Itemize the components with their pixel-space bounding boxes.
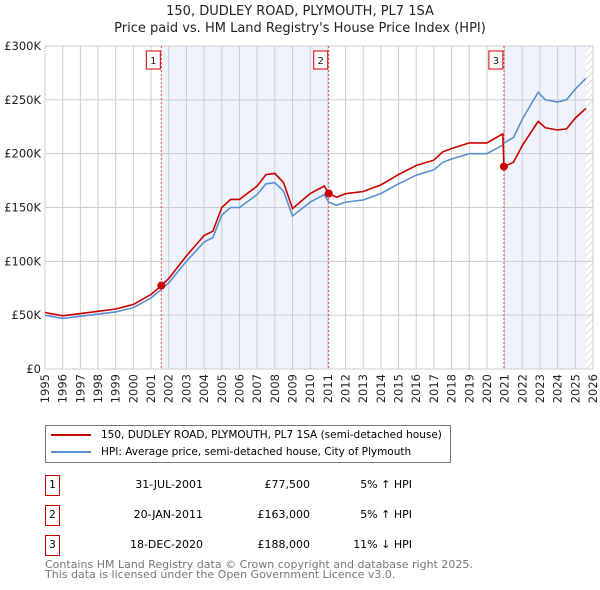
x-tick-label: 1996 <box>56 374 70 403</box>
y-tick-label: £150K <box>4 201 41 215</box>
x-tick-label: 2014 <box>374 374 388 403</box>
sale-number: 3 <box>45 535 60 556</box>
sale-hpi-diff: 11% ↓ HPI <box>353 538 412 551</box>
sale-date: 20-JAN-2011 <box>133 508 203 521</box>
table-row: 3 18-DEC-2020 £188,000 11% ↓ HPI <box>45 535 412 556</box>
table-row: 1 31-JUL-2001 £77,500 5% ↑ HPI <box>45 475 412 496</box>
x-tick-label: 2021 <box>498 374 512 403</box>
x-tick-label: 2001 <box>144 374 158 403</box>
x-tick-label: 2012 <box>339 374 353 403</box>
x-tick-label: 2008 <box>268 374 282 403</box>
sale-number: 1 <box>45 475 60 496</box>
x-tick-label: 1999 <box>109 374 123 403</box>
x-tick-label: 2022 <box>515 374 529 403</box>
sale-point <box>157 281 166 290</box>
chart-subtitle: Price paid vs. HM Land Registry's House … <box>114 21 486 36</box>
legend-swatch-property <box>51 434 91 436</box>
legend-swatch-hpi <box>51 451 91 453</box>
x-tick-label: 2004 <box>197 374 211 403</box>
x-tick-label: 2025 <box>568 374 582 403</box>
x-tick-label: 2010 <box>303 374 317 403</box>
sale-date: 18-DEC-2020 <box>129 538 203 551</box>
legend-label-hpi: HPI: Average price, semi-detached house,… <box>101 446 412 458</box>
x-tick-label: 2000 <box>126 374 140 403</box>
x-tick-label: 2013 <box>356 374 370 403</box>
legend: 150, DUDLEY ROAD, PLYMOUTH, PL7 1SA (sem… <box>45 425 451 463</box>
sale-point <box>499 162 508 171</box>
x-tick-label: 1995 <box>38 374 52 403</box>
x-tick-label: 1998 <box>91 374 105 403</box>
x-tick-label: 2006 <box>232 374 246 403</box>
property-price-line <box>44 107 587 317</box>
y-tick-label: £300K <box>4 39 41 53</box>
footer-line: This data is licensed under the Open Gov… <box>45 568 396 581</box>
x-tick-label: 2009 <box>285 374 299 403</box>
footer: Contains HM Land Registry data © Crown c… <box>45 558 473 581</box>
x-tick-label: 2018 <box>445 374 459 403</box>
sale-price: £188,000 <box>257 538 311 551</box>
plot-border <box>44 45 594 370</box>
x-tick-label: 2024 <box>551 374 565 403</box>
chart-title: 150, DUDLEY ROAD, PLYMOUTH, PL7 1SA <box>166 4 434 19</box>
x-tick-label: 2003 <box>179 374 193 403</box>
x-tick-label: 2005 <box>215 374 229 403</box>
sale-point <box>324 189 333 198</box>
footer-line: Contains HM Land Registry data © Crown c… <box>45 558 473 571</box>
sale-label: 3 <box>493 56 499 67</box>
y-tick-label: £100K <box>4 254 41 268</box>
x-tick-label: 2023 <box>533 374 547 403</box>
plot-area: 1995 1996 1997 1998 1999 2000 2001 2002 2003 2004… <box>4 39 600 403</box>
x-tick-label: 2026 <box>586 374 600 403</box>
table-row: 2 20-JAN-2011 £163,000 5% ↑ HPI <box>45 505 412 526</box>
sale-hpi-diff: 5% ↑ HPI <box>360 478 412 491</box>
sale-label-box <box>313 50 329 70</box>
sale-label: 1 <box>150 56 156 67</box>
y-tick-label: £200K <box>4 147 41 161</box>
x-tick-label: 2020 <box>480 374 494 403</box>
legend-label-property: 150, DUDLEY ROAD, PLYMOUTH, PL7 1SA (sem… <box>101 429 442 441</box>
sale-price: £163,000 <box>257 508 311 521</box>
x-tick-label: 2011 <box>321 374 335 403</box>
y-tick-label: £250K <box>4 93 41 107</box>
x-tick-label: 2017 <box>427 374 441 403</box>
x-tick-label: 2016 <box>409 374 423 403</box>
sale-date: 31-JUL-2001 <box>135 478 203 491</box>
y-tick-label: £50K <box>12 308 42 322</box>
sale-number: 2 <box>45 505 60 526</box>
sale-label-box <box>145 50 161 70</box>
x-tick-label: 2015 <box>392 374 406 403</box>
x-tick-label: 2002 <box>162 374 176 403</box>
sale-label: 2 <box>318 56 324 67</box>
sale-label-box <box>488 50 504 70</box>
x-tick-label: 2019 <box>462 374 476 403</box>
sale-hpi-diff: 5% ↑ HPI <box>360 508 412 521</box>
x-tick-label: 2007 <box>250 374 264 403</box>
sale-price: £77,500 <box>264 478 311 491</box>
x-tick-label: 1997 <box>73 374 87 403</box>
y-tick-label: £0 <box>26 362 41 376</box>
